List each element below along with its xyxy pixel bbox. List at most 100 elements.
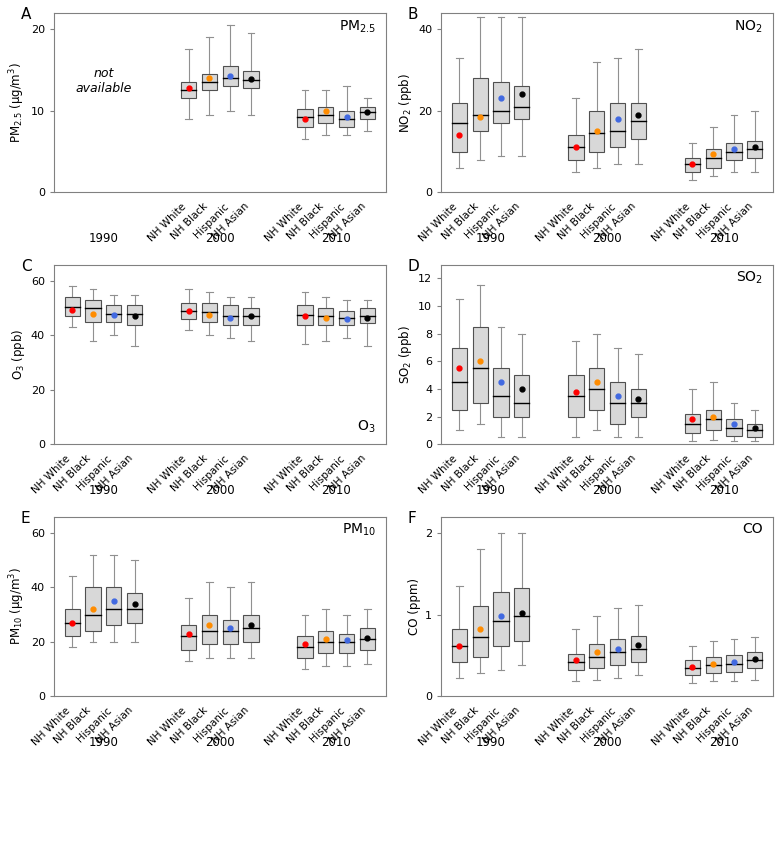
Bar: [514, 87, 530, 119]
Text: NH White: NH White: [264, 201, 305, 243]
Text: Hispanic: Hispanic: [579, 453, 618, 492]
Text: NH White: NH White: [264, 453, 305, 495]
Y-axis label: PM$_{2.5}$ (μg/m$^3$): PM$_{2.5}$ (μg/m$^3$): [7, 62, 27, 143]
Text: NH Asian: NH Asian: [94, 453, 134, 494]
Y-axis label: SO$_2$ (ppb): SO$_2$ (ppb): [397, 325, 414, 384]
Bar: [589, 368, 604, 410]
Text: NH White: NH White: [651, 201, 693, 243]
Text: NH Black: NH Black: [556, 201, 597, 242]
Bar: [494, 368, 509, 417]
Bar: [222, 65, 238, 87]
Text: 1990: 1990: [88, 232, 119, 245]
Text: NH White: NH White: [147, 706, 189, 747]
Bar: [747, 424, 762, 437]
Text: NH Black: NH Black: [440, 706, 480, 745]
Text: NH Black: NH Black: [673, 201, 713, 242]
Bar: [106, 588, 122, 626]
Text: NH Black: NH Black: [285, 201, 326, 242]
Text: NH White: NH White: [534, 453, 576, 495]
Text: Hispanic: Hispanic: [463, 453, 501, 492]
Bar: [569, 654, 583, 670]
Text: 2010: 2010: [709, 232, 739, 245]
Bar: [65, 297, 80, 317]
Text: NH Asian: NH Asian: [714, 453, 755, 494]
Text: NO$_2$: NO$_2$: [735, 18, 763, 35]
Bar: [473, 606, 488, 657]
Text: 2010: 2010: [321, 736, 351, 749]
Text: Hispanic: Hispanic: [695, 453, 734, 492]
Bar: [494, 592, 509, 645]
Bar: [706, 410, 721, 430]
Text: 2010: 2010: [321, 484, 351, 497]
Bar: [65, 609, 80, 636]
Bar: [243, 615, 259, 642]
Text: NH White: NH White: [651, 453, 693, 495]
Text: 1990: 1990: [476, 736, 505, 749]
Text: NH Asian: NH Asian: [597, 706, 638, 745]
Bar: [339, 633, 354, 653]
Bar: [339, 311, 354, 324]
Text: 1990: 1990: [476, 484, 505, 497]
Bar: [181, 82, 197, 98]
Text: C: C: [21, 259, 31, 274]
Text: NH White: NH White: [534, 201, 576, 243]
Bar: [127, 306, 142, 324]
Bar: [243, 308, 259, 324]
Text: 2010: 2010: [709, 736, 739, 749]
Text: NH Black: NH Black: [556, 453, 597, 493]
Bar: [181, 626, 197, 650]
Bar: [747, 141, 762, 158]
Y-axis label: CO (ppm): CO (ppm): [408, 578, 421, 635]
Bar: [222, 620, 238, 644]
Text: NH White: NH White: [651, 706, 693, 747]
Text: Hispanic: Hispanic: [695, 201, 734, 240]
Text: NH White: NH White: [417, 706, 459, 747]
Bar: [222, 306, 238, 324]
Text: NH White: NH White: [534, 706, 576, 747]
Text: 2000: 2000: [592, 232, 622, 245]
Text: O$_3$: O$_3$: [357, 419, 376, 436]
Bar: [318, 631, 334, 653]
Text: NH Black: NH Black: [169, 706, 209, 745]
Text: Hispanic: Hispanic: [308, 706, 346, 744]
Text: NH White: NH White: [147, 453, 189, 495]
Bar: [127, 593, 142, 622]
Bar: [610, 382, 625, 424]
Bar: [610, 103, 625, 148]
Text: NH Asian: NH Asian: [481, 453, 522, 494]
Text: D: D: [408, 259, 420, 274]
Text: NH Black: NH Black: [285, 706, 326, 745]
Bar: [685, 661, 700, 675]
Text: NH White: NH White: [264, 706, 305, 747]
Bar: [589, 110, 604, 151]
Text: NH Asian: NH Asian: [481, 706, 522, 745]
Text: A: A: [21, 8, 31, 22]
Bar: [85, 588, 101, 631]
Bar: [631, 636, 646, 662]
Text: NH Asian: NH Asian: [211, 706, 251, 745]
Text: NH Asian: NH Asian: [597, 453, 638, 494]
Text: NH Asian: NH Asian: [94, 706, 134, 745]
Text: 1990: 1990: [88, 736, 119, 749]
Bar: [569, 135, 583, 160]
Text: Hispanic: Hispanic: [75, 453, 114, 492]
Text: Hispanic: Hispanic: [579, 706, 618, 744]
Bar: [569, 375, 583, 417]
Bar: [452, 103, 467, 151]
Text: 2000: 2000: [592, 484, 622, 497]
Text: Hispanic: Hispanic: [192, 201, 230, 240]
Bar: [452, 629, 467, 662]
Text: NH Black: NH Black: [440, 453, 480, 493]
Bar: [747, 652, 762, 668]
Text: NH White: NH White: [147, 201, 189, 243]
Text: NH Asian: NH Asian: [714, 201, 755, 242]
Bar: [514, 375, 530, 417]
Text: Hispanic: Hispanic: [463, 706, 501, 744]
Bar: [452, 347, 467, 410]
Text: E: E: [21, 511, 30, 526]
Text: NH Asian: NH Asian: [597, 201, 638, 242]
Text: PM$_{10}$: PM$_{10}$: [342, 522, 376, 538]
Text: NH White: NH White: [30, 453, 73, 495]
Bar: [243, 71, 259, 87]
Text: 1990: 1990: [476, 232, 505, 245]
